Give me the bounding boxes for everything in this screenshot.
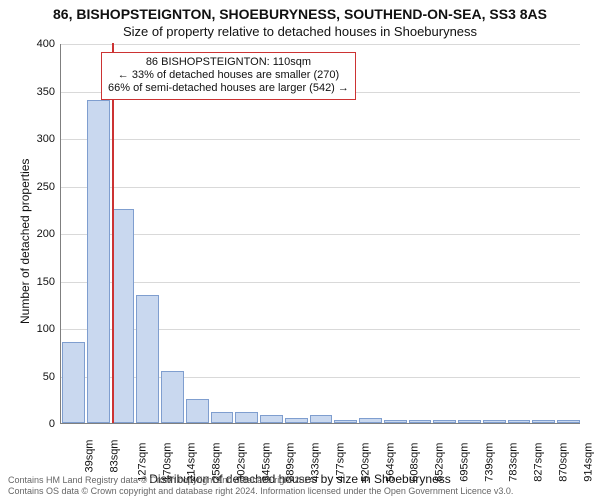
bar	[508, 420, 531, 423]
bar	[235, 412, 258, 423]
bar	[136, 295, 159, 423]
bar	[334, 420, 357, 423]
chart-subtitle: Size of property relative to detached ho…	[0, 24, 600, 39]
bar	[532, 420, 555, 423]
y-tick-label: 50	[43, 371, 55, 383]
plot-area: 05010015020025030035040039sqm83sqm127sqm…	[60, 44, 580, 424]
y-tick-label: 350	[37, 86, 55, 98]
bar	[433, 420, 456, 423]
bar	[260, 415, 283, 423]
footer-line: Contains HM Land Registry data © Crown c…	[8, 475, 513, 485]
y-tick-label: 250	[37, 181, 55, 193]
gridline	[61, 234, 580, 235]
y-tick-label: 150	[37, 276, 55, 288]
bar	[458, 420, 481, 423]
bar	[87, 100, 110, 423]
bar	[62, 342, 85, 423]
x-tick-label: 39sqm	[84, 440, 96, 473]
bar	[211, 412, 234, 423]
bar	[409, 420, 432, 423]
y-tick-label: 0	[49, 418, 55, 430]
footer: Contains HM Land Registry data © Crown c…	[8, 475, 513, 496]
bar	[384, 420, 407, 423]
bar	[161, 371, 184, 423]
x-tick-label: 83sqm	[109, 440, 121, 473]
bar	[310, 415, 333, 423]
bar	[557, 420, 580, 423]
gridline	[61, 44, 580, 45]
annotation-line: ← 33% of detached houses are smaller (27…	[108, 69, 349, 82]
annotation-line: 86 BISHOPSTEIGNTON: 110sqm	[108, 56, 349, 69]
property-marker-line	[112, 43, 114, 423]
bar	[483, 420, 506, 423]
bar	[186, 399, 209, 423]
y-axis-label: Number of detached properties	[18, 159, 32, 324]
page: 86, BISHOPSTEIGNTON, SHOEBURYNESS, SOUTH…	[0, 0, 600, 500]
y-tick-label: 100	[37, 323, 55, 335]
annotation-box: 86 BISHOPSTEIGNTON: 110sqm ← 33% of deta…	[101, 52, 356, 100]
annotation-line: 66% of semi-detached houses are larger (…	[108, 82, 349, 95]
gridline	[61, 187, 580, 188]
y-tick-label: 200	[37, 228, 55, 240]
y-tick-label: 300	[37, 133, 55, 145]
gridline	[61, 139, 580, 140]
bar	[359, 418, 382, 423]
footer-line: Contains OS data © Crown copyright and d…	[8, 486, 513, 496]
bar	[285, 418, 308, 423]
gridline	[61, 282, 580, 283]
y-tick-label: 400	[37, 38, 55, 50]
chart-title: 86, BISHOPSTEIGNTON, SHOEBURYNESS, SOUTH…	[0, 6, 600, 22]
bar	[112, 209, 135, 423]
